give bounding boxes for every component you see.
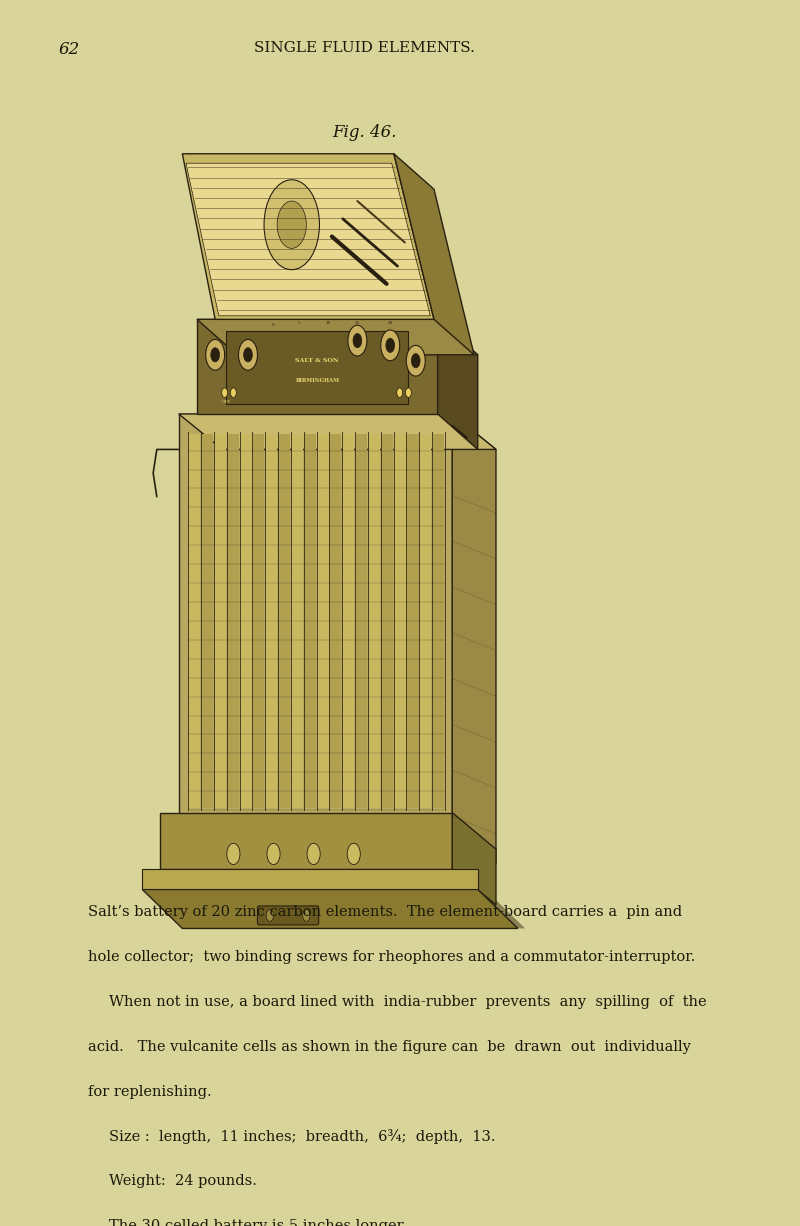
- Circle shape: [206, 340, 225, 370]
- Text: Size :  length,  11 inches;  breadth,  6¾;  depth,  13.: Size : length, 11 inches; breadth, 6¾; d…: [110, 1129, 496, 1144]
- Circle shape: [406, 346, 426, 376]
- Polygon shape: [253, 434, 265, 808]
- Polygon shape: [189, 434, 200, 808]
- Polygon shape: [142, 889, 518, 928]
- Polygon shape: [266, 434, 278, 808]
- Text: The 30 celled battery is 5 inches longer.: The 30 celled battery is 5 inches longer…: [110, 1220, 407, 1226]
- Polygon shape: [153, 893, 525, 928]
- Text: 20: 20: [387, 321, 393, 325]
- Circle shape: [267, 843, 280, 864]
- Circle shape: [307, 843, 320, 864]
- Polygon shape: [227, 434, 238, 808]
- Circle shape: [222, 387, 227, 397]
- Polygon shape: [142, 869, 478, 889]
- Circle shape: [386, 338, 394, 352]
- Circle shape: [230, 387, 236, 397]
- Text: Fig. 46.: Fig. 46.: [333, 124, 397, 141]
- Text: SALT & SON: SALT & SON: [295, 358, 339, 363]
- Polygon shape: [178, 414, 496, 450]
- Polygon shape: [278, 434, 290, 808]
- Circle shape: [397, 387, 402, 397]
- Polygon shape: [305, 434, 316, 808]
- Circle shape: [277, 201, 306, 249]
- Polygon shape: [186, 163, 430, 316]
- Circle shape: [238, 340, 258, 370]
- Circle shape: [227, 843, 240, 864]
- Circle shape: [266, 910, 274, 922]
- Text: SINGLE FLUID ELEMENTS.: SINGLE FLUID ELEMENTS.: [254, 42, 475, 55]
- Polygon shape: [197, 319, 478, 354]
- Polygon shape: [407, 434, 418, 808]
- Polygon shape: [452, 813, 496, 905]
- Polygon shape: [438, 319, 478, 450]
- Circle shape: [348, 325, 367, 356]
- Polygon shape: [240, 434, 252, 808]
- Text: OFF: OFF: [222, 400, 230, 405]
- Polygon shape: [292, 434, 303, 808]
- Polygon shape: [178, 414, 452, 817]
- Polygon shape: [202, 434, 213, 808]
- Text: 5: 5: [298, 321, 300, 325]
- Polygon shape: [330, 434, 342, 808]
- Text: Salt’s battery of 20 zinc carbon elements.  The element-board carries a  pin and: Salt’s battery of 20 zinc carbon element…: [87, 905, 682, 918]
- Text: 0: 0: [272, 324, 275, 327]
- Circle shape: [302, 910, 310, 922]
- Text: 10: 10: [326, 321, 331, 325]
- Polygon shape: [197, 319, 438, 414]
- Polygon shape: [343, 434, 354, 808]
- Circle shape: [210, 348, 219, 362]
- Polygon shape: [382, 434, 393, 808]
- Polygon shape: [420, 434, 431, 808]
- Polygon shape: [182, 153, 434, 319]
- Circle shape: [264, 180, 319, 270]
- Polygon shape: [394, 434, 406, 808]
- Text: Weight:  24 pounds.: Weight: 24 pounds.: [110, 1175, 258, 1188]
- Circle shape: [381, 330, 400, 360]
- Circle shape: [347, 843, 360, 864]
- Circle shape: [244, 348, 252, 362]
- Circle shape: [406, 387, 411, 397]
- Text: acid.   The vulcanite cells as shown in the figure can  be  drawn  out  individu: acid. The vulcanite cells as shown in th…: [87, 1040, 690, 1053]
- Text: When not in use, a board lined with  india-rubber  prevents  any  spilling  of  : When not in use, a board lined with indi…: [110, 994, 707, 1009]
- Text: hole collector;  two binding screws for rheophores and a commutator-interruptor.: hole collector; two binding screws for r…: [87, 950, 694, 964]
- Text: 15: 15: [354, 321, 360, 325]
- Polygon shape: [161, 813, 452, 869]
- Polygon shape: [214, 434, 226, 808]
- Polygon shape: [369, 434, 380, 808]
- FancyBboxPatch shape: [258, 906, 318, 924]
- Polygon shape: [452, 414, 496, 863]
- Text: 62: 62: [58, 42, 79, 59]
- Text: BIRMINGHAM: BIRMINGHAM: [295, 379, 339, 384]
- Text: for replenishing.: for replenishing.: [87, 1085, 211, 1098]
- Polygon shape: [356, 434, 367, 808]
- Polygon shape: [394, 153, 474, 354]
- Circle shape: [411, 353, 420, 368]
- Polygon shape: [433, 434, 444, 808]
- Circle shape: [353, 333, 362, 348]
- Polygon shape: [318, 434, 329, 808]
- Polygon shape: [226, 331, 409, 405]
